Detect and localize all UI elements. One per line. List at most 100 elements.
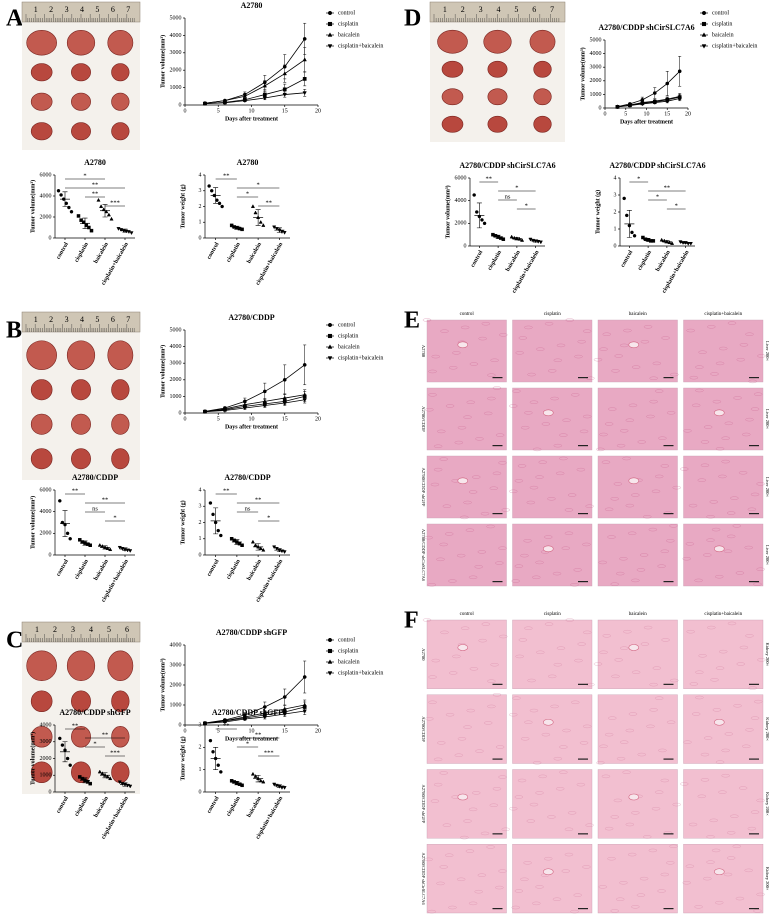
- tissue-texture: [475, 437, 484, 441]
- tissue-texture: [436, 881, 445, 886]
- tissue-texture: [614, 354, 623, 358]
- tissue-texture: [655, 474, 664, 479]
- legend-label: control: [712, 10, 729, 16]
- tissue-texture: [682, 881, 691, 885]
- legend-label: cisplatin+baicalein: [712, 43, 757, 49]
- ruler-number: 4: [80, 315, 84, 324]
- tissue-texture: [579, 741, 589, 745]
- tissue-texture: [570, 583, 579, 587]
- y-tick-label: 4000: [40, 722, 52, 728]
- marker: [108, 547, 113, 552]
- marker: [250, 539, 255, 544]
- tissue-texture: [454, 440, 463, 445]
- marker: [472, 193, 476, 197]
- tissue-texture: [532, 575, 541, 580]
- panel-letter: A: [6, 6, 24, 32]
- y-tick-label: 4000: [40, 509, 52, 515]
- histology-image: [683, 523, 764, 587]
- significance-label: **: [223, 487, 230, 494]
- tissue-texture: [490, 358, 499, 362]
- marker: [261, 779, 266, 784]
- tissue-texture: [512, 389, 521, 393]
- marker: [701, 32, 707, 37]
- tissue-texture: [484, 721, 493, 725]
- significance-label: *: [675, 202, 678, 209]
- marker: [202, 102, 208, 107]
- x-tick-label: baicalein: [655, 249, 672, 272]
- tissue-texture: [694, 578, 703, 583]
- histology-image: [426, 694, 507, 764]
- tissue-texture: [501, 508, 510, 512]
- tissue-texture: [732, 844, 741, 849]
- tissue-texture: [440, 329, 449, 333]
- marker: [327, 637, 333, 643]
- x-tick-label: 20: [315, 416, 321, 422]
- tissue-texture: [623, 328, 632, 333]
- chart-title: A2780: [84, 158, 106, 167]
- histology-image: [512, 319, 593, 383]
- marker: [640, 102, 645, 107]
- tissue-texture: [661, 336, 670, 340]
- y-tick-label: 4000: [590, 51, 602, 57]
- marker: [240, 543, 244, 547]
- tumor: [111, 761, 130, 783]
- tissue-texture: [433, 757, 443, 762]
- column-label: baicalein: [629, 312, 648, 317]
- marker: [128, 549, 133, 553]
- tissue-texture: [445, 532, 454, 536]
- tissue-texture: [623, 629, 632, 634]
- marker: [302, 398, 307, 403]
- y-tick-label: 0: [614, 243, 617, 249]
- tissue-texture: [499, 634, 508, 639]
- sd-bar: [255, 543, 261, 551]
- scale-bar: [578, 377, 588, 379]
- y-tick-label: 4000: [455, 198, 467, 204]
- tissue-texture: [527, 678, 536, 683]
- marker: [480, 218, 484, 222]
- ruler-number: 1: [34, 5, 38, 14]
- tissue-texture: [487, 679, 496, 683]
- tissue-texture: [574, 658, 583, 663]
- y-tick-label: 0: [599, 105, 602, 111]
- tissue-texture: [649, 376, 658, 380]
- marker: [327, 671, 333, 676]
- marker: [665, 81, 670, 86]
- tissue-texture: [582, 865, 591, 869]
- y-tick-label: 3: [199, 722, 202, 728]
- vessel: [628, 644, 640, 651]
- scale-bar: [578, 683, 588, 685]
- marker: [56, 189, 61, 193]
- marker: [79, 218, 83, 222]
- tissue-texture: [541, 422, 551, 426]
- scale-bar: [663, 377, 674, 379]
- tumor: [107, 30, 134, 56]
- tissue-texture: [631, 670, 641, 674]
- tissue-texture: [571, 393, 580, 397]
- marker: [106, 212, 111, 217]
- ruler-number: 5: [514, 5, 518, 14]
- tissue-texture: [685, 542, 695, 546]
- scale-bar: [749, 445, 759, 447]
- tissue-texture: [601, 460, 611, 464]
- tissue-texture: [715, 575, 724, 579]
- legend-label: control: [338, 637, 355, 643]
- marker: [59, 193, 63, 197]
- marker: [659, 237, 664, 242]
- tissue-texture: [517, 778, 527, 783]
- scale-bar: [749, 513, 759, 515]
- tissue-texture: [707, 625, 716, 630]
- tissue-texture: [643, 515, 652, 519]
- tissue-texture: [709, 818, 718, 823]
- tissue-texture: [649, 399, 658, 404]
- chart-title: A2780/CDDP: [228, 313, 274, 322]
- tissue-texture: [548, 674, 557, 679]
- vessel: [628, 477, 640, 485]
- y-tick-label: 1000: [170, 85, 182, 91]
- tissue-texture: [535, 791, 544, 795]
- tissue-texture: [562, 418, 571, 422]
- tissue-texture: [625, 822, 634, 827]
- tissue-texture: [433, 444, 443, 448]
- tissue-texture: [523, 539, 532, 543]
- x-tick-label: control: [56, 558, 70, 577]
- significance-label: **: [102, 731, 109, 738]
